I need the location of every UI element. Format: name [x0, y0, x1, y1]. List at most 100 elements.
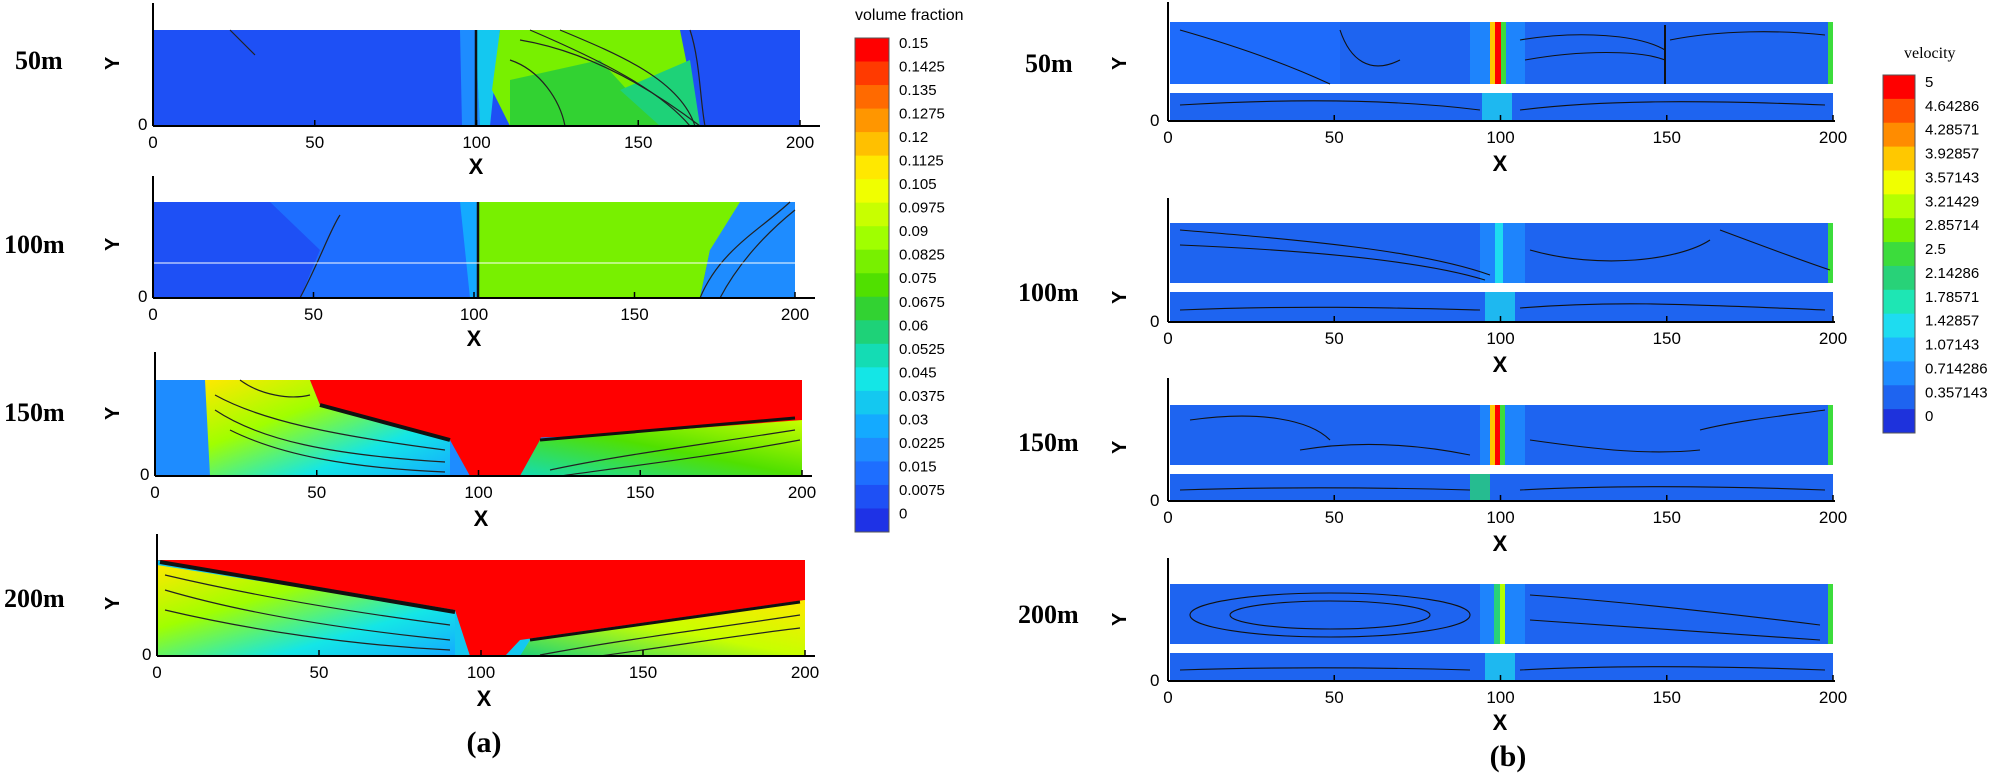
x-tick-label: 150: [1653, 688, 1681, 707]
colorbar-tick-label: 0: [899, 505, 907, 522]
x-tick-label: 100: [1486, 128, 1514, 147]
contour-line: [599, 627, 801, 657]
streamline: [1179, 100, 1481, 111]
subplot-label: 50m: [15, 46, 63, 75]
colorbar-tick-label: 0.06: [899, 317, 928, 334]
colorbar-swatch: [1883, 361, 1915, 386]
contour-line: [689, 29, 706, 127]
colorbar-swatch: [855, 61, 889, 86]
colorbar-swatch: [855, 343, 889, 368]
streamline: [1529, 239, 1711, 262]
subplot-label: 200m: [4, 584, 65, 613]
colorbar-swatch: [855, 461, 889, 486]
contour-region: [1501, 22, 1506, 84]
x-tick-label: 0: [1163, 688, 1172, 707]
colorbar-tick-label: 0.714286: [1925, 360, 1988, 377]
colorbar-swatch: [855, 108, 889, 133]
jet-core: [1495, 405, 1500, 465]
subplot-b-50m: 50m Y 0 0 50 100 150 200 X: [1025, 2, 1847, 176]
x-tick-label: 150: [1653, 329, 1681, 348]
colorbar-tick-label: 0.09: [899, 223, 928, 240]
contour-line: [239, 379, 311, 398]
colorbar-swatch: [1883, 75, 1915, 100]
jet-core: [1494, 584, 1500, 644]
contour-line: [164, 589, 451, 641]
colorbar-tick-label: 0.0375: [899, 388, 945, 405]
streamline: [1519, 303, 1826, 311]
colorbar-tick-label: 1.78571: [1925, 289, 1979, 306]
x-tick-label: 200: [788, 483, 816, 502]
x-tick-label: 150: [624, 133, 652, 152]
x-tick-label: 100: [467, 663, 495, 682]
x-tick-label: 150: [629, 663, 657, 682]
x-tick-label: 100: [460, 305, 488, 324]
contour-line: [214, 394, 446, 451]
contour-region: [1490, 22, 1495, 84]
colorbar-swatch: [1883, 242, 1915, 267]
colorbar-tick-label: 0.015: [899, 458, 937, 475]
colorbar-velocity: velocity 5 4.64286 4.28571 3.92857 3.57143 3.…: [1882, 45, 1988, 434]
x-tick-label: 50: [1325, 508, 1344, 527]
streamline: [1669, 31, 1826, 41]
contour-region: [310, 380, 802, 440]
interface-line: [539, 416, 796, 442]
y-tick-label: 0: [138, 287, 147, 306]
x-tick-label: 150: [1653, 508, 1681, 527]
contour-line: [299, 214, 341, 299]
colorbar-tick-label: 0.0675: [899, 294, 945, 311]
colorbar-tick-label: 4.64286: [1925, 98, 1979, 115]
colorbar-tick-label: 0.357143: [1925, 384, 1988, 401]
contour-region: [475, 30, 500, 126]
interface-line: [319, 403, 451, 442]
contour-line: [164, 609, 451, 651]
y-tick-label: 0: [1150, 312, 1159, 331]
contour-region: [1828, 405, 1833, 465]
contour-line: [549, 429, 796, 471]
contour-region: [478, 202, 790, 298]
colorbar-swatch: [855, 179, 889, 204]
y-tick-label: 0: [140, 465, 149, 484]
x-tick-label: 100: [1486, 329, 1514, 348]
y-axis-label: Y: [102, 56, 124, 70]
streamline: [1179, 487, 1471, 491]
x-tick-label: 0: [1163, 508, 1172, 527]
x-tick-label: 100: [1486, 508, 1514, 527]
contour-region: [520, 600, 805, 656]
subplot-label: 200m: [1018, 600, 1079, 629]
colorbar-tick-label: 0.0975: [899, 200, 945, 217]
streamline: [1229, 600, 1431, 630]
interface-line: [529, 600, 801, 642]
x-tick-label: 50: [305, 133, 324, 152]
streamline: [1529, 619, 1821, 641]
subplot-label: 100m: [1018, 278, 1079, 307]
colorbar-swatch: [1883, 265, 1915, 291]
contour-line: [164, 574, 451, 626]
colorbar-tick-label: 0.1125: [899, 153, 944, 170]
x-tick-label: 50: [304, 305, 323, 324]
contour-region: [205, 380, 450, 476]
y-axis-label: Y: [1109, 440, 1131, 454]
colorbar-swatch: [1883, 170, 1915, 195]
colorbar-swatch: [855, 367, 889, 392]
colorbar-tick-label: 3.21429: [1925, 193, 1979, 210]
streamline: [1519, 34, 1666, 51]
colorbar-tick-label: 0.0825: [899, 247, 945, 264]
x-tick-label: 200: [1819, 128, 1847, 147]
y-axis-label: Y: [1109, 290, 1131, 304]
contour-region: [1828, 223, 1833, 283]
x-tick-label: 0: [1163, 329, 1172, 348]
colorbar-swatch: [855, 484, 889, 509]
interface-line: [159, 560, 456, 614]
x-tick-label: 100: [464, 483, 492, 502]
contour-region: [1170, 22, 1340, 84]
colorbar-swatch: [855, 437, 889, 462]
colorbar-tick-label: 0.12: [899, 129, 928, 146]
streamline: [1179, 667, 1471, 671]
x-tick-label: 0: [152, 663, 161, 682]
x-tick-label: 50: [310, 663, 329, 682]
colorbar-swatch: [1883, 218, 1915, 243]
y-axis-label: Y: [102, 237, 124, 251]
colorbar-tick-label: 0.045: [899, 364, 937, 381]
colorbar-swatch: [1883, 194, 1915, 219]
